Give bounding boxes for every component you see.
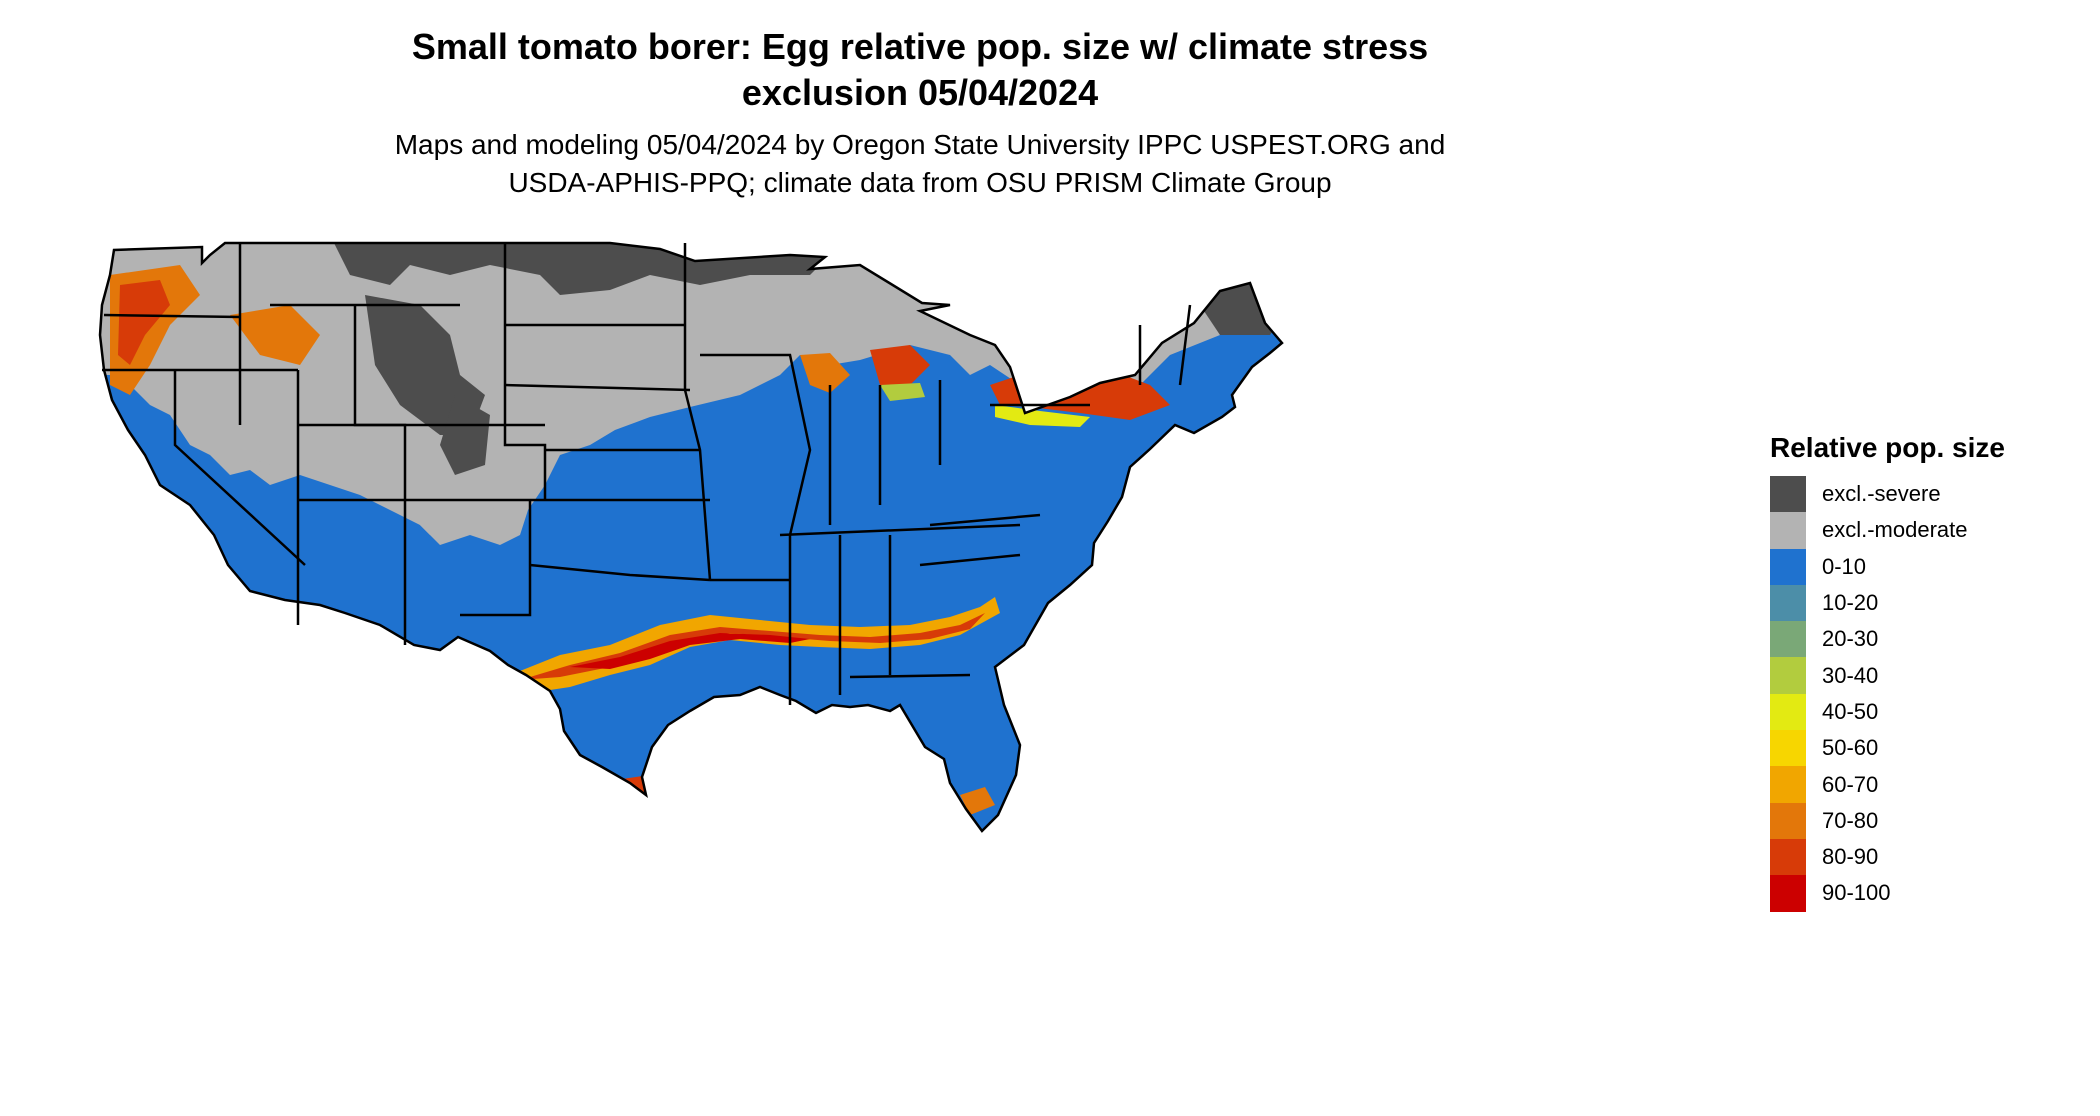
us-map-svg bbox=[98, 241, 1284, 833]
zone-hot-band-inner bbox=[520, 613, 985, 680]
legend-item: 90-100 bbox=[1770, 875, 2090, 912]
legend-item: 40-50 bbox=[1770, 693, 2090, 731]
legend-item: 20-30 bbox=[1770, 621, 2090, 658]
border-ga-fl bbox=[849, 673, 971, 679]
map-legend: Relative pop. size excl.-severe excl.-mod… bbox=[1770, 430, 2090, 912]
map-subtitle-line-2: USDA-APHIS-PPQ; climate data from OSU PR… bbox=[508, 167, 1332, 198]
legend-swatch bbox=[1770, 621, 1806, 658]
legend-label: 90-100 bbox=[1822, 880, 1891, 906]
border-nd-sd-ne bbox=[503, 243, 547, 500]
legend-item: 60-70 bbox=[1770, 766, 2090, 803]
legend-label: 80-90 bbox=[1822, 844, 1879, 870]
us-map bbox=[90, 235, 1750, 1115]
border-ut-co bbox=[298, 423, 407, 502]
zone-hot-florida bbox=[960, 787, 995, 815]
legend-swatch bbox=[1770, 476, 1806, 513]
legend-item: 50-60 bbox=[1770, 730, 2090, 767]
zone-hot-band-outer bbox=[510, 597, 1000, 693]
map-title-line-2: exclusion 05/04/2024 bbox=[741, 72, 1099, 113]
legend-swatch bbox=[1770, 730, 1806, 767]
border-sd-ne bbox=[504, 383, 691, 392]
map-subtitle-line-1: Maps and modeling 05/04/2024 by Oregon S… bbox=[394, 129, 1446, 160]
legend-item: 70-80 bbox=[1770, 802, 2090, 839]
zone-hot-great-lakes bbox=[800, 353, 850, 393]
zone-hot-band-core bbox=[570, 633, 810, 669]
legend-item: excl.-severe bbox=[1770, 476, 2090, 513]
border-tn-ky bbox=[779, 523, 1021, 537]
legend-label: 20-30 bbox=[1822, 626, 1879, 652]
zone-green-michigan bbox=[880, 383, 925, 401]
legend-label: 50-60 bbox=[1822, 735, 1879, 761]
legend-rows: excl.-severe excl.-moderate 0-10 10-20 20-30… bbox=[1770, 476, 2090, 912]
border-mo-east bbox=[700, 353, 812, 536]
legend-label: 40-50 bbox=[1822, 698, 1879, 724]
legend-label: 30-40 bbox=[1822, 662, 1879, 688]
legend-item: 30-40 bbox=[1770, 657, 2090, 694]
border-va-nc bbox=[929, 513, 1041, 527]
legend-swatch bbox=[1770, 875, 1806, 912]
legend-label: 60-70 bbox=[1822, 771, 1879, 797]
border-nm-tx bbox=[460, 500, 532, 617]
us-outline bbox=[98, 241, 1284, 833]
legend-label: 0-10 bbox=[1822, 553, 1867, 579]
border-nv-ca bbox=[173, 370, 306, 566]
zone-hot-northeast-yellow bbox=[995, 405, 1090, 427]
zone-excl-moderate-southwest bbox=[200, 375, 290, 465]
legend-label: excl.-severe bbox=[1822, 481, 1941, 507]
zone-hot-michigan bbox=[870, 345, 930, 385]
legend-swatch bbox=[1770, 838, 1806, 876]
zone-hot-idaho bbox=[230, 305, 320, 365]
legend-swatch bbox=[1770, 693, 1806, 731]
legend-label: 10-20 bbox=[1822, 590, 1879, 616]
border-mn-ia-mo bbox=[683, 243, 712, 581]
legend-swatch bbox=[1770, 512, 1806, 549]
legend-item: 0-10 bbox=[1770, 548, 2090, 585]
legend-swatch bbox=[1770, 766, 1806, 803]
legend-item: 10-20 bbox=[1770, 584, 2090, 622]
zone-hot-pacific-northwest-core bbox=[118, 280, 170, 365]
legend-label: excl.-moderate bbox=[1822, 517, 1968, 543]
legend-title: Relative pop. size bbox=[1770, 432, 2005, 463]
legend-item: 80-90 bbox=[1770, 838, 2090, 876]
legend-label: 70-80 bbox=[1822, 807, 1879, 833]
legend-swatch bbox=[1770, 548, 1806, 585]
border-wa-or bbox=[103, 313, 241, 319]
legend-swatch bbox=[1770, 657, 1806, 694]
map-title-line-1: Small tomato borer: Egg relative pop. si… bbox=[411, 26, 1429, 67]
border-ny-new-england bbox=[1138, 304, 1192, 386]
legend-swatch bbox=[1770, 802, 1806, 839]
border-wy-co bbox=[353, 305, 545, 427]
state-borders bbox=[98, 241, 1284, 833]
zone-excl-severe-rockies bbox=[440, 395, 490, 475]
legend-swatch bbox=[1770, 584, 1806, 622]
border-nc-sc bbox=[919, 553, 1021, 567]
legend-item: excl.-moderate bbox=[1770, 512, 2090, 549]
border-ms-al-ga bbox=[788, 535, 892, 705]
border-ok-tx bbox=[529, 563, 711, 582]
